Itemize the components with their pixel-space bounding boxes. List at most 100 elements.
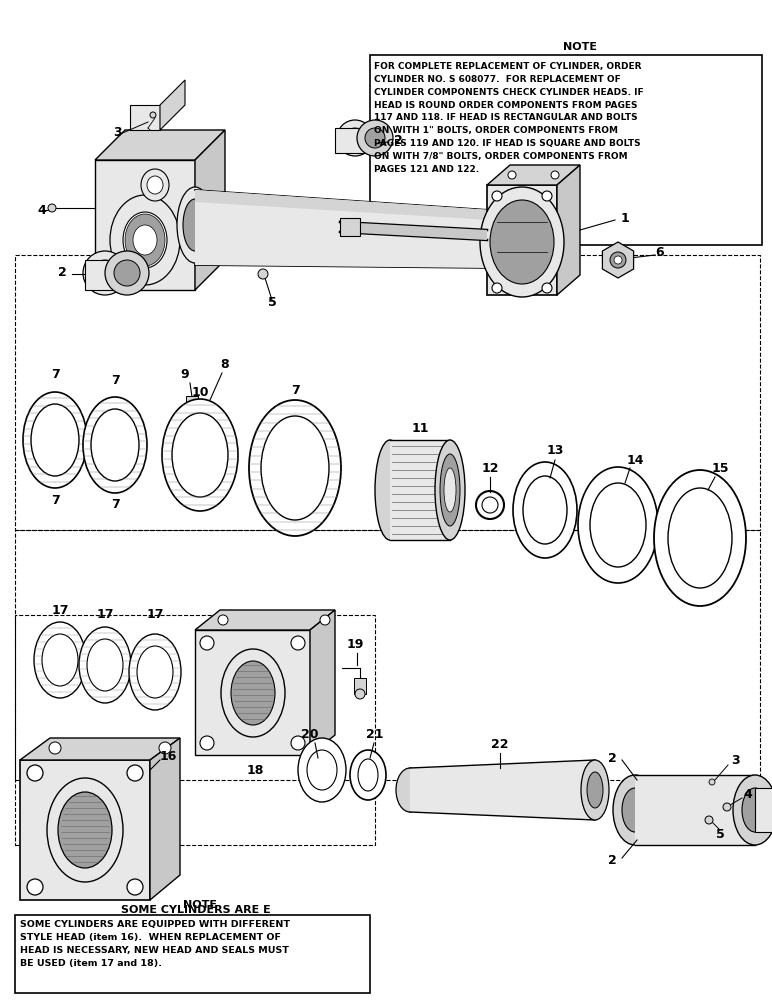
Text: 4: 4 xyxy=(38,204,46,217)
Ellipse shape xyxy=(221,649,285,737)
Ellipse shape xyxy=(350,750,386,800)
Text: 21: 21 xyxy=(366,728,384,742)
Ellipse shape xyxy=(23,392,87,488)
Text: 17: 17 xyxy=(96,608,113,621)
Polygon shape xyxy=(150,738,180,900)
Circle shape xyxy=(492,283,502,293)
Circle shape xyxy=(709,779,715,785)
Ellipse shape xyxy=(614,256,622,264)
Ellipse shape xyxy=(444,468,456,512)
Circle shape xyxy=(291,636,305,650)
Circle shape xyxy=(320,615,330,625)
Circle shape xyxy=(542,283,552,293)
Ellipse shape xyxy=(733,775,772,845)
Polygon shape xyxy=(195,610,335,630)
Text: FOR COMPLETE REPLACEMENT OF CYLINDER, ORDER
CYLINDER NO. S 608077.  FOR REPLACEM: FOR COMPLETE REPLACEMENT OF CYLINDER, OR… xyxy=(374,62,644,174)
Ellipse shape xyxy=(141,169,169,201)
Text: 9: 9 xyxy=(181,368,189,381)
Text: 14: 14 xyxy=(626,454,644,466)
Bar xyxy=(186,396,198,418)
Text: NOTE: NOTE xyxy=(183,900,217,910)
Polygon shape xyxy=(602,242,634,278)
Ellipse shape xyxy=(92,260,118,286)
Ellipse shape xyxy=(490,200,554,284)
Ellipse shape xyxy=(610,252,626,268)
Text: 3: 3 xyxy=(730,754,740,766)
Circle shape xyxy=(705,816,713,824)
Ellipse shape xyxy=(480,187,564,297)
Text: 11: 11 xyxy=(411,422,428,434)
Ellipse shape xyxy=(357,120,393,156)
Circle shape xyxy=(49,742,61,754)
Polygon shape xyxy=(557,165,580,295)
Text: 7: 7 xyxy=(51,368,59,381)
Ellipse shape xyxy=(91,409,139,481)
Text: 2: 2 xyxy=(608,854,616,866)
Circle shape xyxy=(492,191,502,201)
Ellipse shape xyxy=(249,400,341,536)
Bar xyxy=(15,530,760,780)
Polygon shape xyxy=(160,80,185,130)
Circle shape xyxy=(508,171,516,179)
Text: 7: 7 xyxy=(51,493,59,506)
Ellipse shape xyxy=(742,788,768,832)
Circle shape xyxy=(542,191,552,201)
Text: 7: 7 xyxy=(290,383,300,396)
Text: 18: 18 xyxy=(246,764,264,776)
Polygon shape xyxy=(95,130,225,160)
Circle shape xyxy=(127,879,143,895)
Polygon shape xyxy=(195,190,490,220)
Polygon shape xyxy=(195,190,490,268)
Circle shape xyxy=(355,689,365,699)
Bar xyxy=(354,678,366,694)
Ellipse shape xyxy=(83,397,147,493)
Text: 10: 10 xyxy=(191,386,208,399)
Text: 4: 4 xyxy=(743,788,753,802)
Ellipse shape xyxy=(231,661,275,725)
Ellipse shape xyxy=(58,792,112,868)
Polygon shape xyxy=(340,218,360,236)
Polygon shape xyxy=(487,165,580,185)
Ellipse shape xyxy=(47,778,123,882)
Text: SOME CYLINDERS ARE EQUIPPED WITH DIFFERENT
STYLE HEAD (item 16).  WHEN REPLACEME: SOME CYLINDERS ARE EQUIPPED WITH DIFFERE… xyxy=(20,920,290,968)
Text: 7: 7 xyxy=(110,373,120,386)
Text: SOME CYLINDERS ARE E: SOME CYLINDERS ARE E xyxy=(121,905,271,915)
Text: 3: 3 xyxy=(113,126,122,139)
Ellipse shape xyxy=(375,440,405,540)
Circle shape xyxy=(291,736,305,750)
Polygon shape xyxy=(130,105,160,130)
Bar xyxy=(15,255,760,530)
Ellipse shape xyxy=(358,759,378,791)
Text: 13: 13 xyxy=(547,444,564,456)
Bar xyxy=(755,788,772,832)
Bar xyxy=(335,128,375,153)
Text: 17: 17 xyxy=(51,603,69,616)
Polygon shape xyxy=(310,610,335,755)
Ellipse shape xyxy=(365,128,385,148)
Ellipse shape xyxy=(523,476,567,544)
Ellipse shape xyxy=(587,772,603,808)
Ellipse shape xyxy=(129,634,181,710)
Ellipse shape xyxy=(613,775,657,845)
Ellipse shape xyxy=(345,128,365,148)
Bar xyxy=(370,55,762,245)
Text: NOTE: NOTE xyxy=(563,42,597,52)
Ellipse shape xyxy=(83,251,127,295)
Text: 17: 17 xyxy=(146,608,164,621)
Ellipse shape xyxy=(125,214,165,266)
Ellipse shape xyxy=(435,440,465,540)
Text: 7: 7 xyxy=(110,498,120,512)
Circle shape xyxy=(27,765,43,781)
Ellipse shape xyxy=(34,622,86,698)
Polygon shape xyxy=(20,738,180,760)
Polygon shape xyxy=(340,222,487,240)
Ellipse shape xyxy=(183,199,207,251)
Ellipse shape xyxy=(133,225,157,255)
Ellipse shape xyxy=(105,251,149,295)
Circle shape xyxy=(200,736,214,750)
Ellipse shape xyxy=(31,404,79,476)
Ellipse shape xyxy=(114,260,140,286)
Circle shape xyxy=(551,171,559,179)
Circle shape xyxy=(48,204,56,212)
Ellipse shape xyxy=(590,483,646,567)
